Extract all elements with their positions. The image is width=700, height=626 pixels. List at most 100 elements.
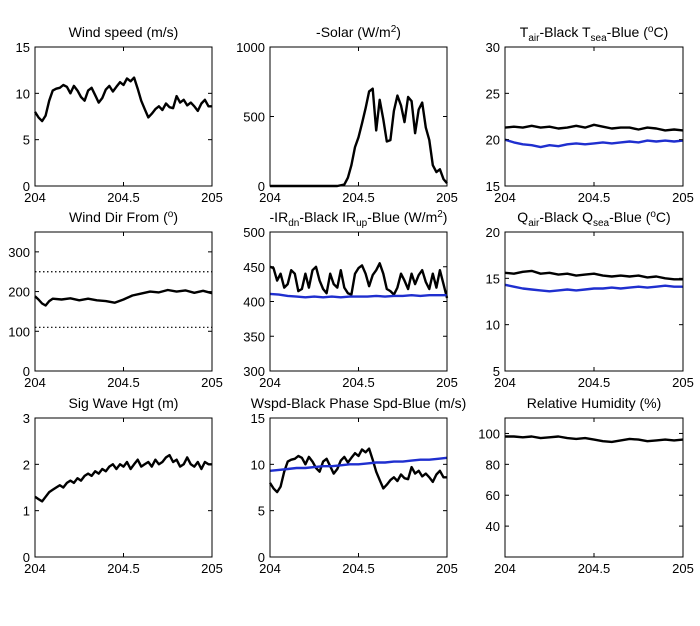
panel-relative-humidity: Relative Humidity (%) 204 204.5 205 40 60 80 10… (478, 395, 694, 576)
x-tick-label: 204 (494, 561, 516, 576)
y-tick-label: 15 (251, 411, 265, 426)
y-tick-label: 80 (486, 457, 500, 472)
title-end: ) (173, 209, 178, 225)
panel-title: Sig Wave Hgt (m) (69, 395, 179, 411)
panel-title: Wind Dir From (o) (69, 209, 178, 225)
panel-title: Tair-Black Tsea-Blue (oC) (520, 24, 668, 44)
series-line-1 (34, 288, 213, 307)
title-part: T (520, 24, 529, 40)
title-text: Sig Wave Hgt (m) (69, 395, 179, 411)
y-tick-label: 0 (258, 179, 265, 194)
y-tick-label: 20 (486, 225, 500, 240)
title-text: Relative Humidity (%) (527, 395, 662, 411)
title-part: -Blue ( (607, 24, 649, 40)
axes-frame (504, 46, 684, 187)
title-part: Q (517, 209, 528, 225)
title-part: air (528, 33, 540, 44)
panel-title: Qair-Black Qsea-Blue (oC) (517, 209, 670, 229)
x-tick-label: 204 (24, 375, 46, 390)
panel-temperature: Tair-Black Tsea-Blue (oC) 204 204.5 205 15 20… (486, 24, 694, 205)
y-tick-label: 25 (486, 86, 500, 101)
y-tick-label: 0 (23, 179, 30, 194)
series-line-2 (269, 292, 447, 299)
title-part: 2 (437, 209, 443, 220)
title-part: air (528, 218, 540, 229)
x-tick-label: 204 (24, 561, 46, 576)
title-part: up (356, 218, 368, 229)
panel-title: -IRdn-Black IRup-Blue (W/m2) (270, 209, 448, 229)
title-part: dn (288, 218, 299, 229)
y-tick-label: 30 (486, 40, 500, 55)
series-line-1 (504, 123, 684, 132)
y-tick-label: 200 (8, 285, 30, 300)
title-part: sea (593, 218, 610, 229)
y-tick-label: 15 (486, 179, 500, 194)
x-tick-label: 205 (201, 561, 223, 576)
panel-wspd-phase: Wspd-Black Phase Spd-Blue (m/s) 204 204.5 2… (251, 395, 467, 576)
series-line-2 (504, 138, 684, 149)
panel-humidity-q: Qair-Black Qsea-Blue (oC) 204 204.5 205 5 10 1… (486, 209, 694, 390)
y-tick-label: 300 (243, 364, 265, 379)
x-tick-label: 205 (201, 190, 223, 205)
title-part: -IR (270, 209, 289, 225)
panel-title: -Solar (W/m2) (316, 24, 401, 40)
y-tick-label: 2 (23, 457, 30, 472)
panel-title: Relative Humidity (%) (527, 395, 662, 411)
title-text: -Solar (W/m (316, 24, 391, 40)
y-tick-label: 10 (486, 318, 500, 333)
y-tick-label: 15 (486, 271, 500, 286)
x-tick-label: 205 (436, 190, 458, 205)
title-part: -Black IR (299, 209, 356, 225)
axes-frame (269, 417, 448, 558)
title-text: Wind speed (m/s) (69, 24, 179, 40)
title-part: ) (443, 209, 448, 225)
x-tick-label: 204.5 (578, 375, 611, 390)
title-part: -Black T (539, 24, 591, 40)
axes-frame (34, 46, 213, 187)
y-tick-label: 400 (243, 295, 265, 310)
y-tick-label: 500 (243, 110, 265, 125)
series-line-1 (33, 76, 212, 123)
y-tick-label: 100 (478, 426, 500, 441)
series-line-2 (504, 283, 683, 293)
title-part: -Blue (W/m (367, 209, 437, 225)
y-tick-label: 5 (493, 364, 500, 379)
panel-title: Wind speed (m/s) (69, 24, 179, 40)
x-tick-label: 204 (24, 190, 46, 205)
panel-solar: -Solar (W/m2) 204 204.5 205 0 500 1000 (236, 24, 458, 205)
title-part: -Blue ( (609, 209, 651, 225)
y-tick-label: 5 (23, 133, 30, 148)
x-tick-label: 204.5 (578, 561, 611, 576)
x-tick-label: 205 (201, 375, 223, 390)
title-part: o (648, 24, 654, 35)
axes-frame (504, 231, 684, 372)
panel-ir: -IRdn-Black IRup-Blue (W/m2) 204 204.5 205 3… (243, 209, 458, 390)
y-tick-label: 60 (486, 488, 500, 503)
series-line-2 (269, 456, 448, 472)
y-tick-label: 40 (486, 519, 500, 534)
y-tick-label: 300 (8, 245, 30, 260)
y-tick-label: 0 (23, 550, 30, 565)
x-tick-label: 204 (259, 375, 281, 390)
y-tick-label: 20 (486, 133, 500, 148)
series-line-1 (504, 269, 683, 281)
y-tick-label: 3 (23, 411, 30, 426)
y-tick-label: 10 (16, 86, 30, 101)
x-tick-label: 204 (494, 190, 516, 205)
title-part: -Black Q (539, 209, 593, 225)
title-text: Wspd-Black Phase Spd-Blue (m/s) (251, 395, 467, 411)
title-text: Wind Dir From ( (69, 209, 168, 225)
panel-wave-height: Sig Wave Hgt (m) 204 204.5 205 0 1 2 3 (23, 395, 223, 576)
title-end: ) (396, 24, 401, 40)
y-tick-label: 0 (258, 550, 265, 565)
series-line-1 (268, 447, 447, 494)
y-tick-label: 15 (16, 40, 30, 55)
panel-wind-speed: Wind speed (m/s) 204 204.5 205 0 5 10 15 (16, 24, 223, 205)
y-tick-label: 1000 (236, 40, 265, 55)
title-superscript: 2 (391, 24, 397, 35)
series-line-1 (34, 453, 212, 503)
x-tick-label: 204 (259, 190, 281, 205)
title-part: C) (653, 24, 668, 40)
title-part: C) (656, 209, 671, 225)
